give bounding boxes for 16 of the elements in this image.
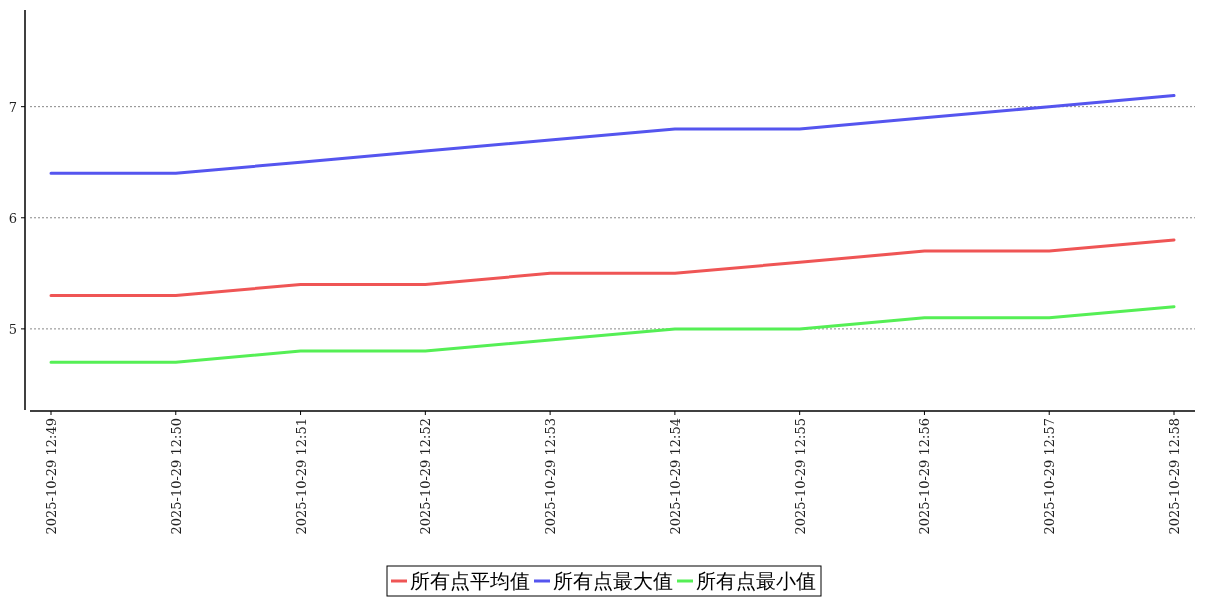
legend-label: 所有点平均值 (410, 569, 530, 593)
x-tick-label: 2025-10-29 12:50 (168, 418, 184, 535)
x-tick-label: 2025-10-29 12:54 (667, 418, 683, 535)
y-tick-label: 6 (8, 210, 17, 226)
y-tick-label: 5 (8, 321, 17, 337)
x-tick-label: 2025-10-29 12:57 (1042, 418, 1058, 535)
x-tick-label: 2025-10-29 12:56 (917, 418, 933, 535)
y-tick-label: 7 (8, 99, 17, 115)
x-tick-label: 2025-10-29 12:49 (44, 418, 59, 535)
x-tick-label: 2025-10-29 12:51 (293, 418, 309, 535)
x-tick-label: 2025-10-29 12:53 (543, 418, 559, 535)
x-tick-label: 2025-10-29 12:58 (1167, 418, 1182, 535)
x-tick-label: 2025-10-29 12:55 (792, 418, 808, 535)
legend-label: 所有点最大值 (553, 569, 673, 593)
x-tick-label: 2025-10-29 12:52 (418, 418, 434, 535)
legend-label: 所有点最小值 (696, 569, 816, 593)
